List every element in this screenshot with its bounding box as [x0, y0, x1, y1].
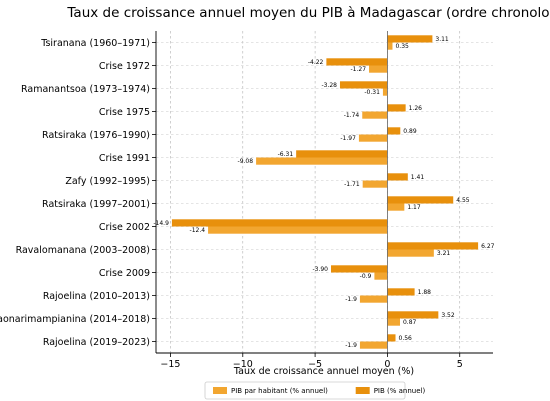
- x-tick-label: −15: [160, 359, 180, 370]
- data-label: -1.71: [344, 181, 360, 188]
- x-axis-label: Taux de croissance annuel moyen (%): [233, 366, 414, 377]
- bar: [369, 65, 388, 73]
- legend-swatch: [355, 387, 370, 394]
- bar: [256, 157, 388, 165]
- data-label: -1.9: [345, 296, 357, 303]
- category-label: Rajoelina (2019–2023): [43, 337, 150, 348]
- bar: [387, 334, 396, 342]
- bar: [387, 242, 479, 250]
- bar: [359, 341, 388, 349]
- x-tick-label: 0: [384, 359, 390, 370]
- data-label: -1.74: [344, 112, 360, 119]
- category-label: Rajoelina (2010–2013): [43, 291, 150, 302]
- bar: [362, 111, 388, 119]
- category-label: Rajaonarimampianina (2014–2018): [0, 314, 150, 325]
- axes: −15 −10 −5 0 5 Tsiranana (1960–1971) Crise 197…: [0, 31, 493, 370]
- data-label: -12.4: [190, 227, 206, 234]
- data-label: 3.11: [435, 36, 449, 43]
- bar: [331, 265, 388, 273]
- category-label: Crise 1972: [99, 61, 150, 72]
- bar: [171, 219, 388, 227]
- data-label: -3.90: [312, 266, 328, 273]
- category-label: Ratsiraka (1997–2001): [42, 199, 150, 210]
- data-label: 1.26: [409, 105, 423, 112]
- data-label: 0.87: [403, 319, 417, 326]
- legend: PIB par habitant (% annuel) PIB (% annuel…: [204, 381, 426, 400]
- data-label: -0.9: [360, 273, 372, 280]
- bar: [387, 249, 434, 257]
- bar: [382, 88, 388, 96]
- x-tick-label: −5: [308, 359, 322, 370]
- data-label: -4.22: [308, 59, 324, 66]
- category-label: Crise 1975: [99, 107, 150, 118]
- bar: [387, 196, 454, 204]
- category-label: Zafy (1992–1995): [65, 176, 150, 187]
- category-label: Ravalomanana (2003–2008): [16, 245, 150, 256]
- data-label: 3.52: [441, 312, 455, 319]
- x-tick-label: 5: [457, 359, 463, 370]
- data-label: -1.97: [340, 135, 356, 142]
- data-label: 0.89: [403, 128, 417, 135]
- data-label: -0.31: [364, 89, 380, 96]
- bar: [359, 295, 388, 303]
- data-label: -14.9: [153, 220, 169, 227]
- data-label: 1.41: [411, 174, 425, 181]
- bar: [387, 288, 415, 296]
- legend-label: PIB (% annuel): [374, 387, 426, 395]
- legend-box: [204, 381, 406, 400]
- bar: [387, 127, 401, 135]
- category-label: Crise 2009: [99, 268, 150, 279]
- bar: [387, 318, 400, 326]
- legend-label: PIB par habitant (% annuel): [231, 387, 328, 395]
- bar: [387, 35, 433, 43]
- bar: [296, 150, 388, 158]
- data-labels: 3.11 0.35 -4.22 -1.27 -3.28 -0.31 1.26 -1.74 0.8…: [153, 36, 494, 349]
- bar: [358, 134, 388, 142]
- category-label: Crise 1991: [99, 153, 150, 164]
- bar: [374, 272, 388, 280]
- bar: [387, 104, 406, 112]
- category-label: Ramanantsoa (1973–1974): [21, 84, 150, 95]
- data-label: -1.9: [345, 342, 357, 349]
- category-label: Ratsiraka (1976–1990): [42, 130, 150, 141]
- data-label: -6.31: [278, 151, 294, 158]
- bar: [339, 81, 388, 89]
- data-label: -3.28: [321, 82, 337, 89]
- bar: [387, 203, 405, 211]
- grid: [156, 31, 493, 353]
- bar: [387, 173, 408, 181]
- chart-title: Taux de croissance annuel moyen du PIB à…: [66, 5, 550, 21]
- data-label: -1.27: [351, 66, 367, 73]
- data-label: 6.27: [481, 243, 495, 250]
- data-label: 0.56: [399, 335, 413, 342]
- data-label: 1.17: [407, 204, 421, 211]
- category-label: Crise 2002: [99, 222, 150, 233]
- category-label: Tsiranana (1960–1971): [40, 38, 150, 49]
- bars: [171, 35, 479, 349]
- x-tick-label: −10: [233, 359, 253, 370]
- bar: [208, 226, 388, 234]
- data-label: 4.55: [456, 197, 470, 204]
- bar: [362, 180, 388, 188]
- legend-swatch: [213, 387, 227, 394]
- data-label: 0.35: [395, 43, 409, 50]
- bar: [387, 42, 393, 50]
- data-label: -9.08: [238, 158, 254, 165]
- data-label: 3.21: [437, 250, 451, 257]
- data-label: 1.88: [418, 289, 432, 296]
- bar: [326, 58, 388, 66]
- bar: [387, 311, 439, 319]
